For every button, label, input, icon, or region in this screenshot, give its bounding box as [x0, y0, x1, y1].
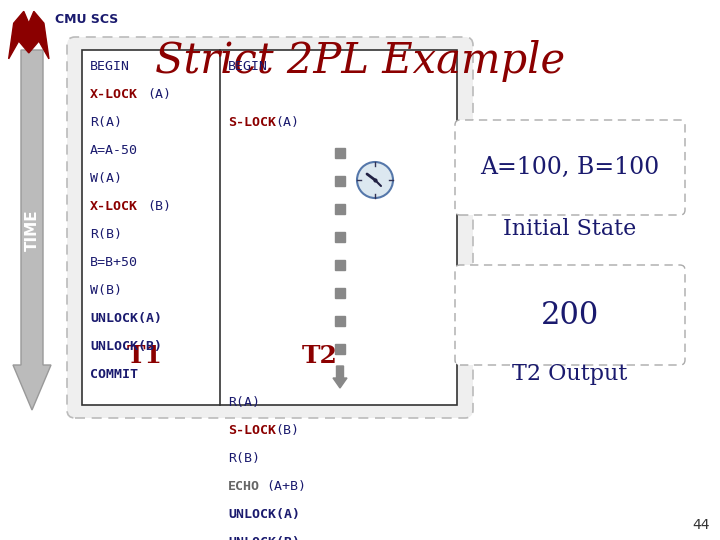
Text: Strict 2PL Example: Strict 2PL Example	[155, 40, 565, 82]
Text: BEGIN: BEGIN	[228, 60, 268, 73]
FancyBboxPatch shape	[455, 120, 685, 215]
Text: T2: T2	[302, 344, 338, 368]
Polygon shape	[9, 11, 49, 59]
Bar	[335, 204, 345, 214]
Text: X-LOCK: X-LOCK	[90, 200, 138, 213]
Text: (A+B): (A+B)	[266, 480, 306, 493]
Bar	[335, 232, 345, 242]
Text: Initial State: Initial State	[503, 218, 636, 240]
Bar	[335, 260, 345, 270]
FancyArrow shape	[333, 366, 347, 388]
Text: A=100, B=100: A=100, B=100	[480, 156, 660, 179]
FancyArrow shape	[13, 50, 51, 410]
Bar	[335, 316, 345, 326]
Text: ECHO: ECHO	[228, 480, 260, 493]
Text: 44: 44	[693, 518, 710, 532]
Text: X-LOCK: X-LOCK	[90, 88, 138, 101]
Text: T1: T1	[127, 344, 163, 368]
Text: T2 Output: T2 Output	[513, 363, 628, 385]
Text: S-LOCK: S-LOCK	[228, 424, 276, 437]
Text: R(B): R(B)	[90, 228, 122, 241]
Text: UNLOCK(A): UNLOCK(A)	[228, 508, 300, 521]
Text: (A): (A)	[275, 116, 299, 129]
Text: (B): (B)	[147, 200, 171, 213]
Text: COMMIT: COMMIT	[90, 368, 138, 381]
Text: W(A): W(A)	[90, 172, 122, 185]
Bar	[335, 288, 345, 298]
Text: R(A): R(A)	[228, 396, 260, 409]
Bar	[335, 344, 345, 354]
Text: (A): (A)	[147, 88, 171, 101]
Text: CMU SCS: CMU SCS	[55, 13, 118, 26]
Text: R(A): R(A)	[90, 116, 122, 129]
Text: A=A-50: A=A-50	[90, 144, 138, 157]
Circle shape	[357, 162, 393, 198]
Bar	[335, 176, 345, 186]
Text: R(B): R(B)	[228, 452, 260, 465]
Text: UNLOCK(B): UNLOCK(B)	[228, 536, 300, 540]
Text: W(B): W(B)	[90, 284, 122, 297]
FancyBboxPatch shape	[455, 265, 685, 365]
Text: B=B+50: B=B+50	[90, 256, 138, 269]
Text: UNLOCK(A): UNLOCK(A)	[90, 312, 162, 325]
Text: TIME: TIME	[24, 209, 40, 251]
Bar	[335, 148, 345, 158]
Text: BEGIN: BEGIN	[90, 60, 130, 73]
FancyBboxPatch shape	[67, 37, 473, 418]
Text: UNLOCK(B): UNLOCK(B)	[90, 340, 162, 353]
Text: 200: 200	[541, 300, 599, 330]
FancyBboxPatch shape	[82, 50, 457, 405]
Text: (B): (B)	[275, 424, 299, 437]
Text: S-LOCK: S-LOCK	[228, 116, 276, 129]
